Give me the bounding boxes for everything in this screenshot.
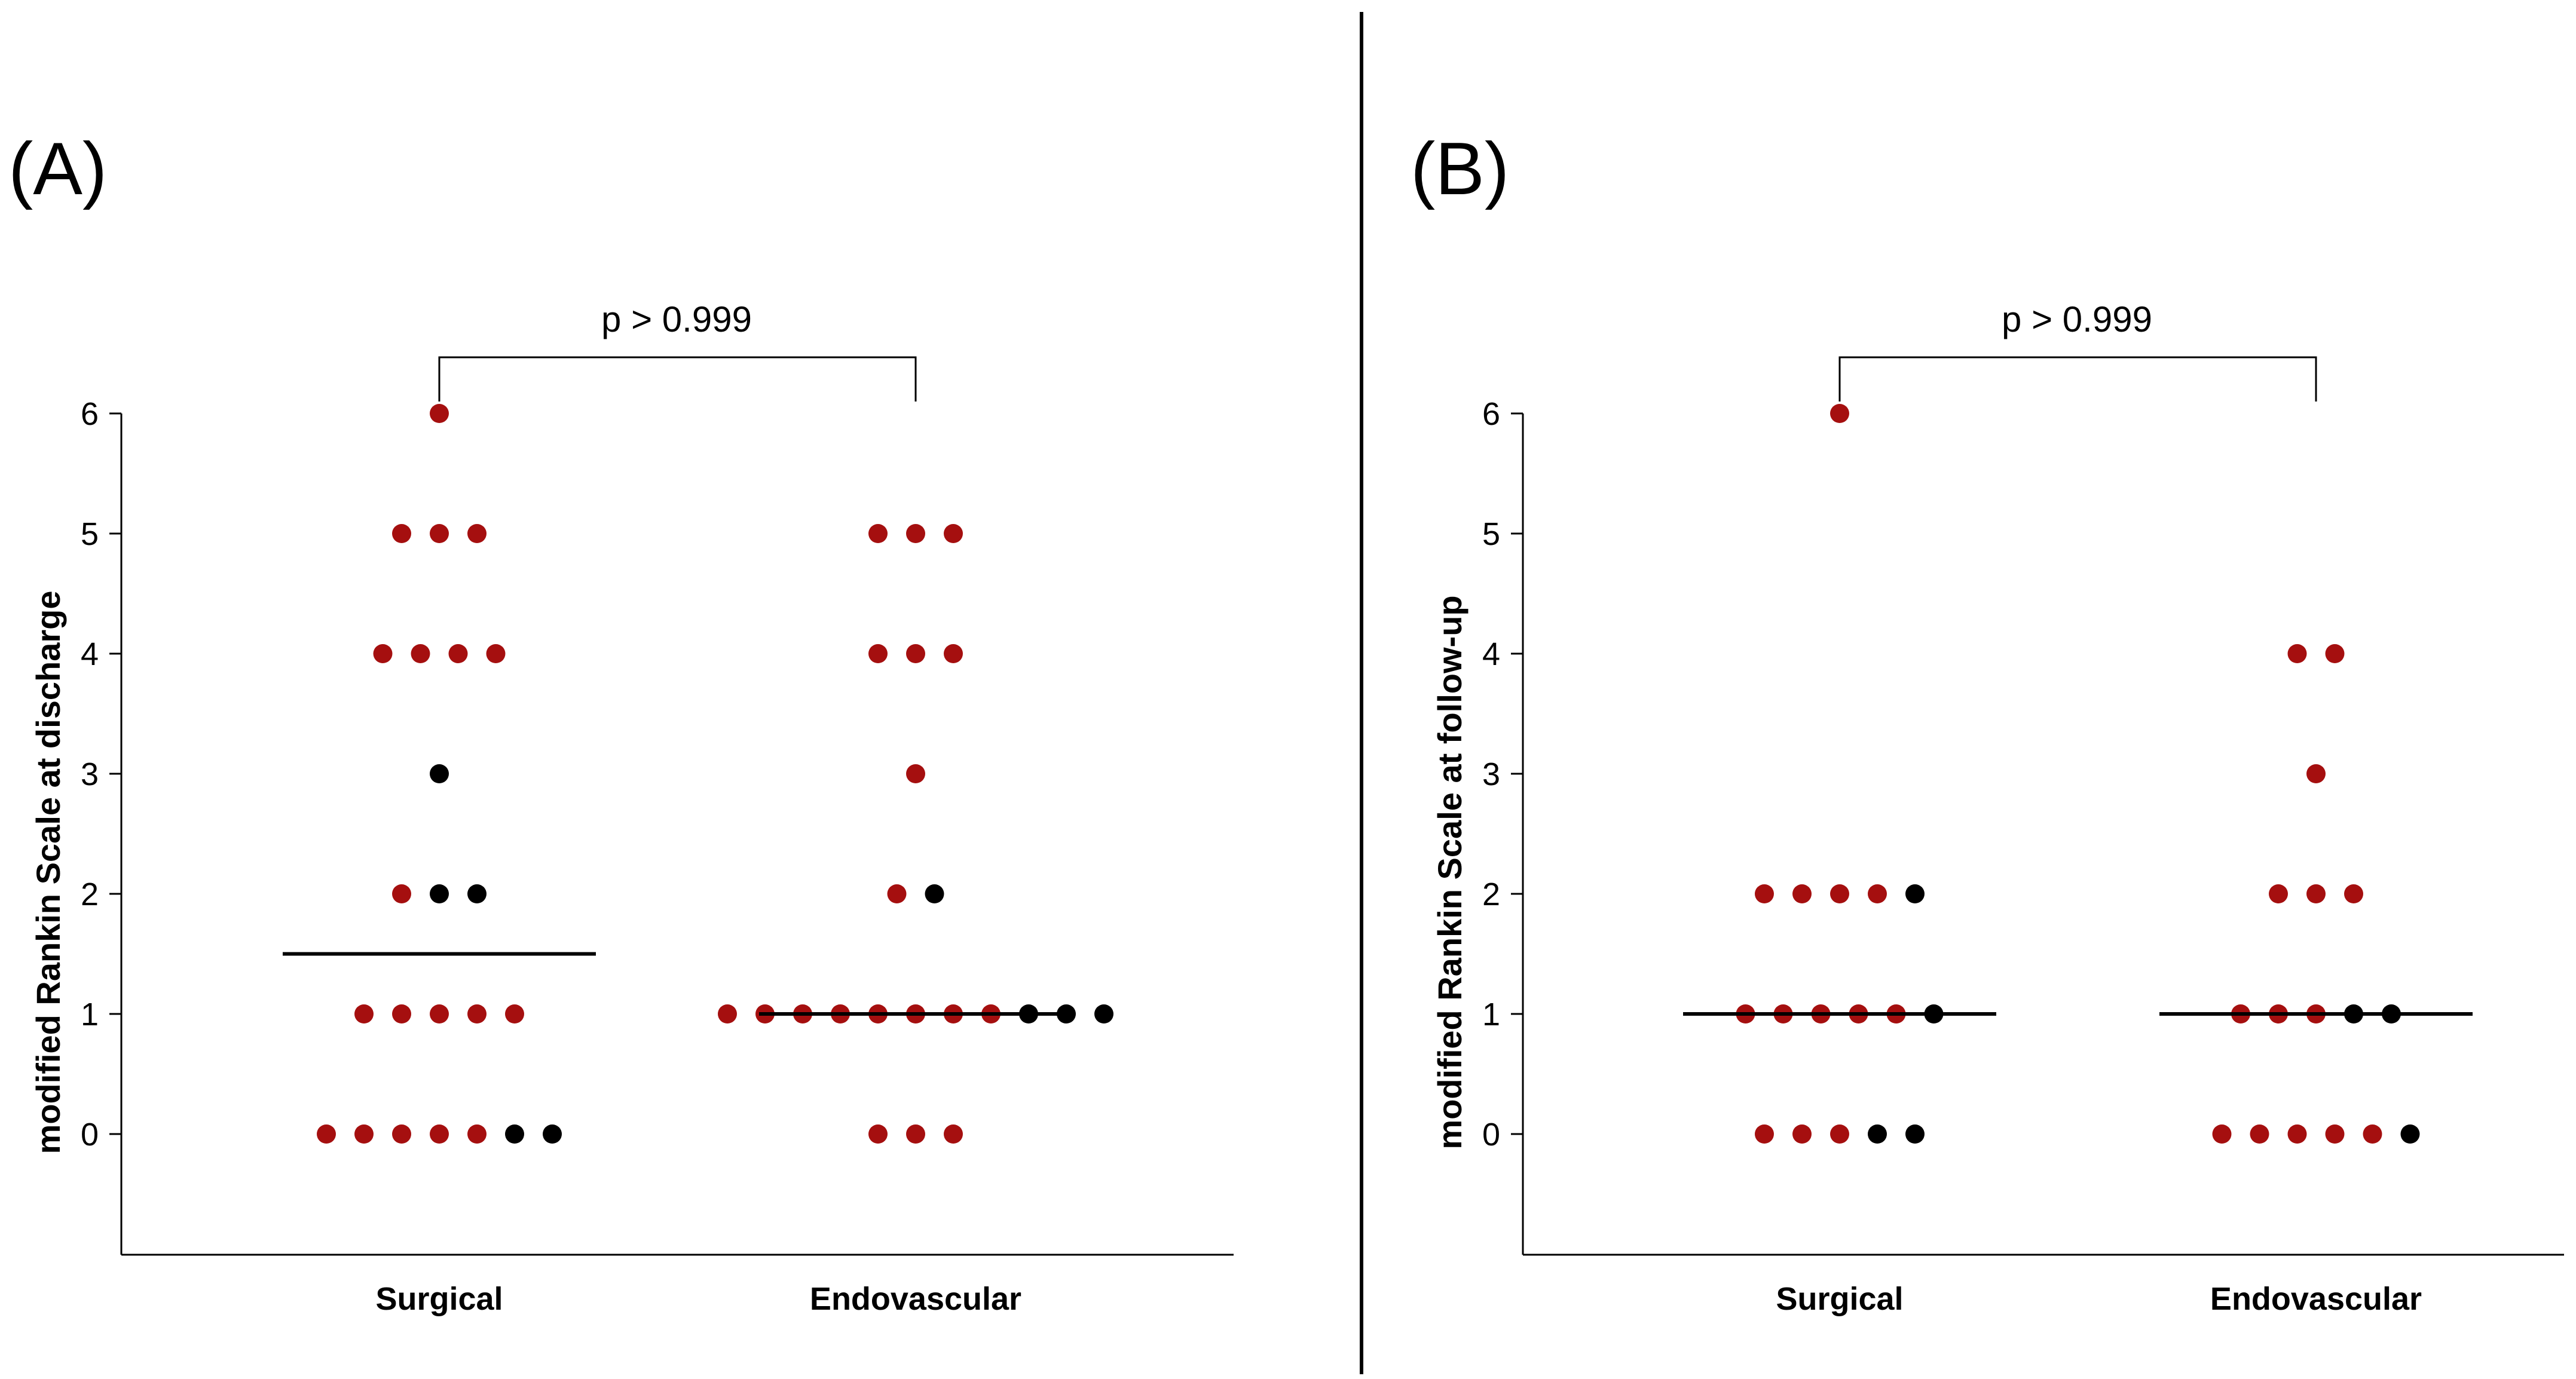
data-point <box>2306 764 2326 783</box>
y-tick-label: 4 <box>1482 636 1500 672</box>
data-point <box>2400 1124 2420 1144</box>
data-point <box>2287 644 2307 663</box>
data-point <box>2344 884 2363 903</box>
y-tick-label: 5 <box>1482 516 1500 552</box>
data-point <box>925 884 944 903</box>
data-point <box>1830 884 1849 903</box>
data-point <box>354 1124 374 1144</box>
data-point <box>1792 1124 1812 1144</box>
data-point <box>1868 1124 1887 1144</box>
data-point <box>1905 884 1925 903</box>
y-tick-label: 5 <box>81 516 99 552</box>
panel-a-y-ticks: 0 1 2 3 4 5 6 <box>81 396 1234 1256</box>
data-point <box>1830 1124 1849 1144</box>
panel-b-y-ticks: 0 1 2 3 4 5 6 <box>1482 396 2564 1256</box>
data-point <box>411 644 430 663</box>
data-point <box>2287 1124 2307 1144</box>
panel-a-label: (A) <box>8 128 107 210</box>
panel-b-y-axis-title: modified Rankin Scale at follow-up <box>1431 595 1468 1149</box>
data-point <box>868 1124 888 1144</box>
data-point <box>543 1124 562 1144</box>
data-point <box>887 884 907 903</box>
panel-a-data-points <box>283 356 1113 1144</box>
data-point <box>906 764 925 783</box>
data-point <box>354 1004 374 1023</box>
data-point <box>1830 404 1849 423</box>
data-point <box>1868 884 1887 903</box>
data-point <box>868 524 888 543</box>
data-point <box>392 1004 411 1023</box>
data-point <box>718 1004 737 1023</box>
data-point <box>505 1004 524 1023</box>
panel-b-categories: Surgical Endovascular <box>1776 1281 2422 1317</box>
data-point <box>1755 884 1774 903</box>
data-point <box>1755 1124 1774 1144</box>
data-point <box>906 524 925 543</box>
data-point <box>467 524 487 543</box>
data-point <box>2306 884 2326 903</box>
y-tick-label: 2 <box>1482 877 1500 912</box>
y-tick-label: 1 <box>81 997 99 1032</box>
y-tick-label: 0 <box>1482 1117 1500 1153</box>
y-tick-label: 4 <box>81 636 99 672</box>
x-category-label: Endovascular <box>810 1281 1021 1317</box>
data-point <box>944 644 963 663</box>
data-point <box>2325 1124 2345 1144</box>
x-category-label: Endovascular <box>2210 1281 2422 1317</box>
data-point <box>1792 884 1812 903</box>
y-tick-label: 3 <box>81 756 99 792</box>
data-point <box>2269 884 2288 903</box>
data-point <box>1094 1004 1113 1023</box>
data-point <box>2325 644 2345 663</box>
data-point <box>2250 1124 2269 1144</box>
panel-b: (B) modified Rankin Scale at follow-up p… <box>1411 128 2564 1317</box>
y-tick-label: 3 <box>1482 756 1500 792</box>
data-point <box>392 524 411 543</box>
panel-a-categories: Surgical Endovascular <box>375 1281 1021 1317</box>
data-point <box>467 884 487 903</box>
panel-b-label: (B) <box>1411 128 1509 210</box>
y-tick-label: 2 <box>81 877 99 912</box>
data-point <box>467 1004 487 1023</box>
data-point <box>868 644 888 663</box>
x-category-label: Surgical <box>375 1281 503 1317</box>
x-category-label: Surgical <box>1776 1281 1903 1317</box>
panel-b-data-points <box>1683 356 2473 1144</box>
data-point <box>2363 1124 2382 1144</box>
y-tick-label: 6 <box>1482 396 1500 432</box>
data-point <box>906 644 925 663</box>
data-point <box>430 764 449 783</box>
data-point <box>906 1124 925 1144</box>
data-point <box>430 1124 449 1144</box>
data-point <box>430 1004 449 1023</box>
significance-bracket <box>438 356 917 402</box>
data-point <box>373 644 393 663</box>
data-point <box>944 1124 963 1144</box>
data-point <box>944 524 963 543</box>
significance-bracket <box>1838 356 2317 402</box>
data-point <box>505 1124 524 1144</box>
data-point <box>1905 1124 1925 1144</box>
panel-a-y-axis-title: modified Rankin Scale at discharge <box>29 591 67 1154</box>
data-point <box>392 1124 411 1144</box>
panel-b-p-value: p > 0.999 <box>2002 299 2152 339</box>
data-point <box>486 644 506 663</box>
data-point <box>2212 1124 2232 1144</box>
y-tick-label: 1 <box>1482 997 1500 1032</box>
data-point <box>430 884 449 903</box>
panel-a-p-value: p > 0.999 <box>601 299 752 339</box>
data-point <box>430 404 449 423</box>
data-point <box>430 524 449 543</box>
panel-a: (A) modified Rankin Scale at discharge p… <box>8 128 1234 1317</box>
data-point <box>317 1124 336 1144</box>
y-tick-label: 6 <box>81 396 99 432</box>
y-tick-label: 0 <box>81 1117 99 1153</box>
data-point <box>467 1124 487 1144</box>
data-point <box>448 644 468 663</box>
data-point <box>392 884 411 903</box>
